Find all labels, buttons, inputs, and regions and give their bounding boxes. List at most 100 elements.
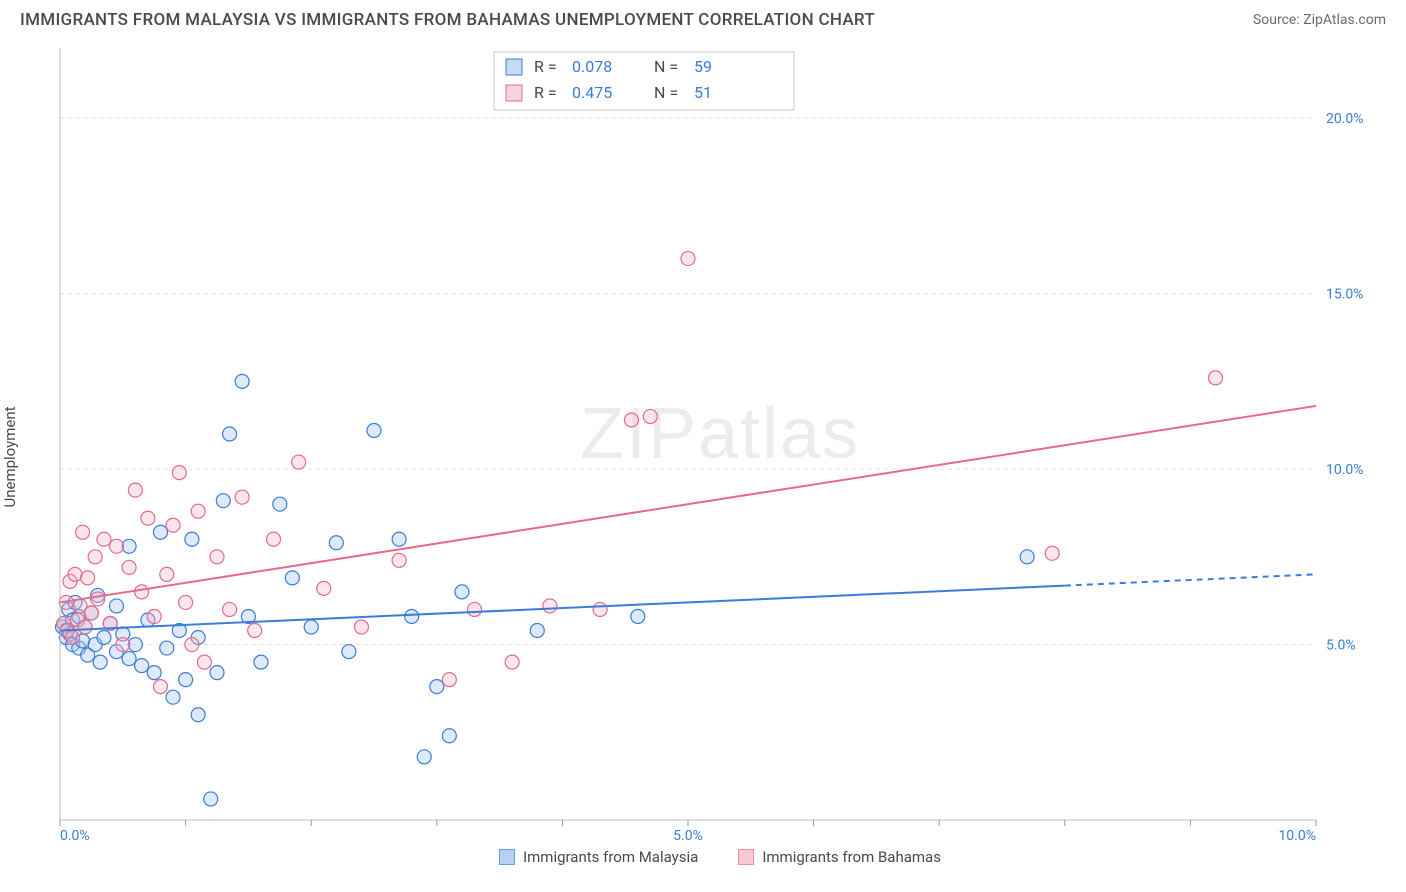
data-point-bahamas <box>185 638 199 652</box>
data-point-bahamas <box>76 525 90 539</box>
data-point-bahamas <box>116 638 130 652</box>
data-point-malaysia <box>417 750 431 764</box>
legend-label-bahamas: Immigrants from Bahamas <box>762 848 941 866</box>
data-point-malaysia <box>185 532 199 546</box>
data-point-bahamas <box>122 560 136 574</box>
data-point-malaysia <box>530 624 544 638</box>
watermark: ZIPatlas <box>580 394 860 474</box>
data-point-malaysia <box>166 690 180 704</box>
data-point-bahamas <box>392 553 406 567</box>
y-tick-label: 10.0% <box>1326 462 1364 478</box>
data-point-malaysia <box>285 571 299 585</box>
data-point-malaysia <box>455 585 469 599</box>
data-point-malaysia <box>122 539 136 553</box>
y-axis-label: Unemployment <box>1 406 19 507</box>
data-point-malaysia <box>147 666 161 680</box>
data-point-bahamas <box>248 624 262 638</box>
y-tick-label: 20.0% <box>1326 111 1364 127</box>
x-tick-label: 5.0% <box>673 828 703 842</box>
scatter-chart: ZIPatlas 0.0% 5.0% 10.0% 5.0% 10.0% 15.0% 20.0%… <box>54 42 1386 842</box>
legend-label-malaysia: Immigrants from Malaysia <box>523 848 698 866</box>
data-point-malaysia <box>392 532 406 546</box>
bottom-legend: Immigrants from Malaysia Immigrants from … <box>54 842 1386 872</box>
data-point-malaysia <box>405 609 419 623</box>
data-point-malaysia <box>191 708 205 722</box>
data-point-malaysia <box>97 631 111 645</box>
data-point-bahamas <box>1209 371 1223 385</box>
data-point-bahamas <box>624 413 638 427</box>
data-point-bahamas <box>128 483 142 497</box>
data-point-malaysia <box>304 620 318 634</box>
stats-n-label: N = <box>654 57 678 76</box>
data-point-bahamas <box>467 602 481 616</box>
stats-n-value-bahamas: 51 <box>694 83 712 102</box>
data-point-bahamas <box>292 455 306 469</box>
data-point-bahamas <box>141 511 155 525</box>
data-point-bahamas <box>91 592 105 606</box>
data-point-malaysia <box>216 494 230 508</box>
data-point-bahamas <box>1045 546 1059 560</box>
stats-r-label: R = <box>534 57 557 76</box>
data-point-bahamas <box>442 673 456 687</box>
x-tick-label: 0.0% <box>60 828 90 842</box>
stats-n-label: N = <box>654 83 678 102</box>
data-point-malaysia <box>442 729 456 743</box>
stats-n-value-malaysia: 59 <box>694 57 712 76</box>
data-point-malaysia <box>342 645 356 659</box>
data-point-bahamas <box>88 550 102 564</box>
data-point-malaysia <box>254 655 268 669</box>
data-point-bahamas <box>317 581 331 595</box>
data-point-bahamas <box>505 655 519 669</box>
data-point-bahamas <box>593 602 607 616</box>
page-title: IMMIGRANTS FROM MALAYSIA VS IMMIGRANTS F… <box>20 10 875 30</box>
data-point-bahamas <box>153 680 167 694</box>
legend-swatch-malaysia <box>499 849 515 865</box>
stats-r-value-malaysia: 0.078 <box>572 57 612 76</box>
data-point-malaysia <box>235 374 249 388</box>
y-tick-label: 15.0% <box>1326 287 1364 303</box>
data-point-bahamas <box>210 550 224 564</box>
data-point-bahamas <box>235 490 249 504</box>
data-point-bahamas <box>147 609 161 623</box>
y-tick-label: 5.0% <box>1326 638 1356 654</box>
data-point-bahamas <box>110 539 124 553</box>
regression-line-malaysia-dashed <box>1065 574 1316 585</box>
data-point-malaysia <box>128 638 142 652</box>
data-point-bahamas <box>84 606 98 620</box>
data-point-malaysia <box>273 497 287 511</box>
data-point-bahamas <box>66 631 80 645</box>
legend-entry-bahamas: Immigrants from Bahamas <box>738 848 941 866</box>
stats-swatch-malaysia <box>506 59 522 75</box>
legend-swatch-bahamas <box>738 849 754 865</box>
data-point-malaysia <box>1020 550 1034 564</box>
data-point-bahamas <box>179 595 193 609</box>
data-point-malaysia <box>153 525 167 539</box>
data-point-bahamas <box>543 599 557 613</box>
stats-r-label: R = <box>534 83 557 102</box>
data-point-malaysia <box>430 680 444 694</box>
data-point-malaysia <box>122 652 136 666</box>
data-point-bahamas <box>223 602 237 616</box>
data-point-bahamas <box>267 532 281 546</box>
stats-swatch-bahamas <box>506 85 522 101</box>
data-point-bahamas <box>78 620 92 634</box>
x-tick-label: 10.0% <box>1278 828 1316 842</box>
data-point-bahamas <box>160 567 174 581</box>
data-point-bahamas <box>81 571 95 585</box>
data-point-malaysia <box>223 427 237 441</box>
data-point-bahamas <box>197 655 211 669</box>
data-point-bahamas <box>172 466 186 480</box>
data-point-malaysia <box>160 641 174 655</box>
data-point-malaysia <box>110 599 124 613</box>
data-point-malaysia <box>135 659 149 673</box>
data-point-bahamas <box>681 252 695 266</box>
regression-line-malaysia <box>60 586 1065 631</box>
stats-r-value-bahamas: 0.475 <box>572 83 612 102</box>
data-point-malaysia <box>210 666 224 680</box>
data-point-malaysia <box>93 655 107 669</box>
data-point-bahamas <box>191 504 205 518</box>
data-point-bahamas <box>135 585 149 599</box>
data-point-bahamas <box>97 532 111 546</box>
legend-entry-malaysia: Immigrants from Malaysia <box>499 848 698 866</box>
chart-container: Unemployment ZIPatlas0.0%5.0%10.0%5.0%10… <box>20 42 1386 872</box>
